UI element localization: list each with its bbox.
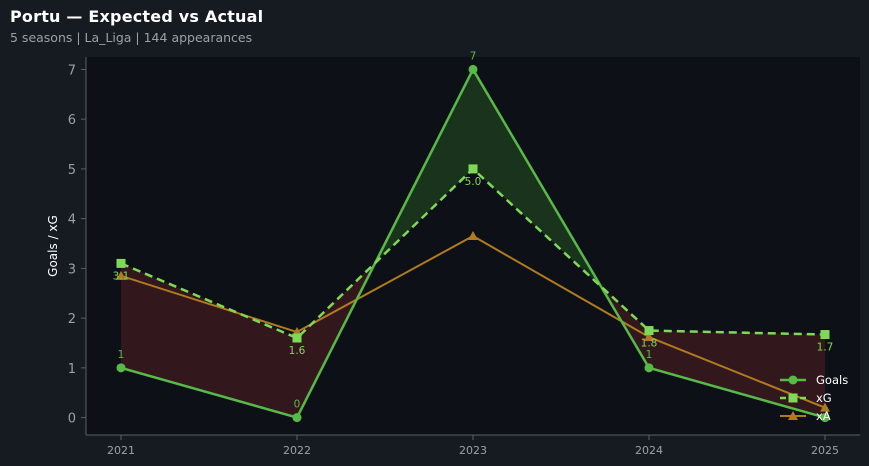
goals-point: [292, 413, 302, 423]
legend-goals-marker: [788, 375, 798, 385]
x-tick-label: 2022: [283, 444, 311, 457]
xg-point: [644, 326, 654, 336]
goals-data-label: 7: [470, 50, 477, 62]
legend-xg-label: xG: [816, 391, 832, 405]
y-tick-label: 1: [68, 362, 76, 377]
xg-data-label: 1.6: [289, 345, 306, 357]
legend-goals-label: Goals: [816, 373, 848, 387]
x-tick-label: 2025: [811, 444, 839, 457]
xa-point: [644, 332, 654, 342]
y-tick-label: 5: [68, 163, 76, 178]
y-tick-label: 3: [68, 262, 76, 277]
goals-data-label: 1: [118, 349, 125, 361]
chart-title: Portu — Expected vs Actual: [10, 7, 264, 26]
x-tick-label: 2024: [635, 444, 663, 457]
xg-point: [116, 258, 126, 268]
goals-point: [820, 413, 830, 423]
goals-point: [644, 363, 654, 373]
goals-point: [116, 363, 126, 373]
xg-data-label: 3.1: [113, 270, 130, 282]
xg-data-label: 5.0: [465, 176, 482, 188]
legend-xg-marker: [788, 393, 798, 403]
y-tick-label: 0: [68, 412, 76, 427]
legend-xa-label: xA: [816, 409, 831, 423]
xa-point: [468, 231, 478, 241]
xg-point: [292, 333, 302, 343]
x-tick-label: 2023: [459, 444, 487, 457]
xg-data-label: 1.8: [641, 338, 658, 350]
xa-point: [820, 402, 830, 412]
x-tick-label: 2021: [107, 444, 135, 457]
y-axis-label: Goals / xG: [46, 215, 60, 277]
goals-data-label: 0: [294, 399, 301, 411]
xg-point: [820, 330, 830, 340]
y-tick-label: 4: [68, 213, 76, 228]
chart-subtitle: 5 seasons | La_Liga | 144 appearances: [10, 30, 253, 45]
underperformance-fill: [649, 330, 825, 418]
xg-point: [468, 164, 478, 174]
goals-data-label: 1: [646, 349, 653, 361]
xg-data-label: 1.7: [817, 342, 834, 354]
xa-point: [116, 270, 126, 280]
y-tick-label: 2: [68, 312, 76, 327]
legend-xa-marker: [788, 411, 798, 420]
y-tick-label: 6: [68, 113, 76, 128]
legend: Goals xG xA: [780, 373, 848, 423]
y-tick-label: 7: [68, 63, 76, 78]
goals-point: [468, 64, 478, 74]
